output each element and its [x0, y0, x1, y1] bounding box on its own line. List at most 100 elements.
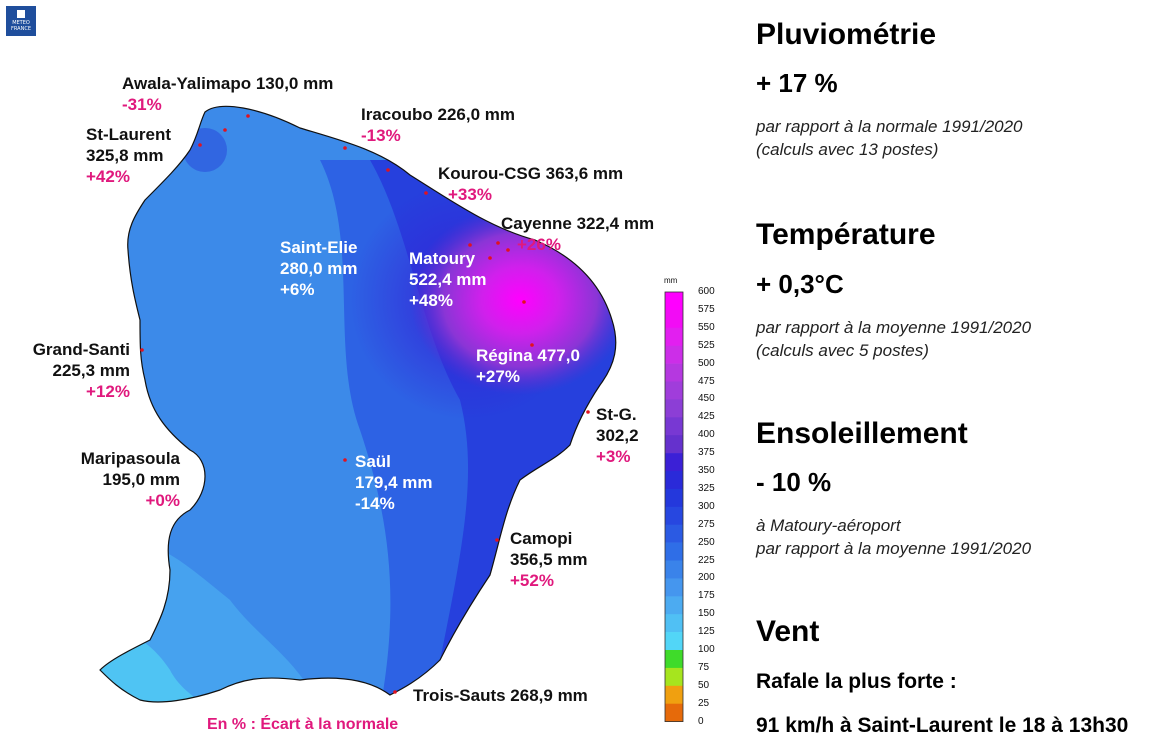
station-markers [140, 114, 590, 694]
scale-tick-label: 600 [698, 286, 715, 297]
scale-swatch [665, 632, 683, 651]
scale-tick-label: 525 [698, 339, 715, 351]
station-marker-regina [530, 343, 534, 347]
temperature-panel-title: Température [756, 218, 936, 251]
station-kourou-deviation: +33% [448, 185, 492, 204]
scale-swatch [665, 471, 683, 490]
scale-tick-label: 25 [698, 697, 710, 709]
color-scale-unit: mm [664, 276, 678, 285]
station-awala-deviation: -31% [122, 95, 162, 114]
station-marker-st-laurent [198, 143, 202, 147]
station-grand-santi-deviation: +12% [86, 382, 130, 401]
station-maripasoula-value: 195,0 mm [102, 470, 181, 489]
scale-swatch [665, 506, 683, 525]
station-matoury-name: Matoury [409, 249, 476, 268]
station-marker-matoury [468, 243, 472, 247]
station-saul-name: Saül [355, 452, 391, 471]
scale-swatch [665, 578, 683, 597]
station-label-maripasoula: Maripasoula 195,0 mm +0% [40, 448, 180, 511]
station-cayenne-name-value: Cayenne 322,4 mm [501, 214, 655, 233]
scale-tick-label: 475 [698, 375, 715, 387]
scale-swatch [665, 453, 683, 472]
station-st-g-name: St-G. [596, 405, 637, 424]
station-st-g-value: 302,2 [596, 426, 639, 445]
scale-swatch [665, 703, 683, 722]
station-marker-awala [223, 128, 227, 132]
station-marker-iracoubo [343, 146, 347, 150]
scale-tick-label: 275 [698, 518, 715, 530]
scale-tick-label: 350 [698, 465, 715, 476]
sunshine-panel-note-line2: par rapport à la moyenne 1991/2020 [756, 539, 1032, 558]
station-marker-kourou [386, 168, 390, 172]
station-label-regina: Régina 477,0 +27% [476, 345, 580, 387]
station-label-saint-elie: Saint-Elie 280,0 mm +6% [280, 237, 358, 300]
station-saint-elie-value: 280,0 mm [280, 259, 358, 278]
scale-tick-label: 325 [698, 482, 715, 494]
station-saul-deviation: -14% [355, 494, 395, 513]
scale-border [664, 291, 684, 723]
color-scale-bar [664, 291, 684, 723]
station-maripasoula-deviation: +0% [145, 491, 181, 510]
station-marker-cayenne-2 [506, 248, 510, 252]
scale-tick-label: 550 [698, 321, 715, 333]
wind-panel-title: Vent [756, 615, 820, 648]
scale-swatch [665, 309, 683, 329]
station-regina-deviation: +27% [476, 367, 520, 386]
station-marker-matoury-2 [488, 256, 492, 260]
scale-tick-label: 200 [698, 572, 715, 584]
station-cayenne-deviation: +26% [517, 235, 561, 254]
sunshine-panel-note: à Matoury-aéroport par rapport à la moye… [756, 514, 1031, 560]
scale-swatch [665, 524, 683, 543]
wind-panel-subtitle: Rafale la plus forte : [756, 670, 957, 693]
station-label-matoury: Matoury 522,4 mm +48% [409, 248, 487, 311]
station-grand-santi-value: 225,3 mm [52, 361, 131, 380]
temperature-panel-note: par rapport à la moyenne 1991/2020 (calc… [756, 316, 1031, 362]
station-saint-elie-name: Saint-Elie [280, 238, 358, 257]
meteo-france-logo: METEO FRANCE [6, 6, 36, 36]
scale-tick-label: 50 [698, 679, 710, 691]
station-matoury-deviation: +48% [409, 291, 453, 310]
station-marker-cayenne [496, 241, 500, 245]
station-camopi-value: 356,5 mm [510, 550, 588, 569]
temperature-panel-note-line2: (calculs avec 5 postes) [756, 341, 929, 360]
sunshine-panel-value: - 10 % [756, 467, 832, 497]
scale-tick-label: 100 [698, 644, 715, 655]
scale-swatch [665, 488, 683, 508]
station-iracoubo-name-value: Iracoubo 226,0 mm [361, 105, 516, 124]
logo-mark-icon [17, 10, 25, 18]
station-marker-saul [343, 458, 347, 462]
scale-tick-label: 500 [698, 357, 715, 369]
deviation-legend-note: En % : Écart à la normale [207, 716, 399, 733]
scale-swatch [665, 667, 683, 687]
station-marker-roura [522, 300, 526, 304]
station-awala-name-value: Awala-Yalimapo 130,0 mm [122, 74, 334, 93]
scale-swatch [665, 614, 683, 633]
scale-tick-label: 250 [698, 536, 715, 548]
station-label-cayenne: Cayenne 322,4 mm +26% [501, 213, 654, 255]
rain-panel-value: + 17 % [756, 68, 838, 98]
rain-panel-note: par rapport à la normale 1991/2020 (calc… [756, 115, 1023, 161]
station-regina-name-value: Régina 477,0 [476, 346, 580, 365]
scale-swatch [665, 417, 683, 436]
scale-swatch [665, 399, 683, 418]
station-label-saul: Saül 179,4 mm -14% [355, 451, 433, 514]
scale-tick-label: 125 [698, 626, 715, 638]
station-marker-camopi [495, 538, 499, 542]
sunshine-panel-title: Ensoleillement [756, 417, 968, 450]
scale-tick-label: 75 [698, 661, 710, 673]
station-label-camopi: Camopi 356,5 mm +52% [510, 528, 588, 591]
scale-swatch [665, 345, 683, 364]
scale-tick-label: 575 [698, 303, 715, 315]
rain-panel-note-line2: (calculs avec 13 postes) [756, 140, 939, 159]
station-label-st-g: St-G. 302,2 +3% [596, 404, 639, 467]
station-marker-grand-santi [140, 348, 144, 352]
scale-swatch [665, 650, 683, 669]
scale-swatch [665, 435, 683, 454]
station-saul-value: 179,4 mm [355, 473, 433, 492]
station-grand-santi-name: Grand-Santi [32, 340, 130, 359]
sunshine-panel-note-line1: à Matoury-aéroport [756, 516, 901, 535]
station-iracoubo-deviation: -13% [361, 126, 401, 145]
rain-panel-note-line1: par rapport à la normale 1991/2020 [756, 117, 1023, 136]
station-st-g-deviation: +3% [596, 447, 631, 466]
